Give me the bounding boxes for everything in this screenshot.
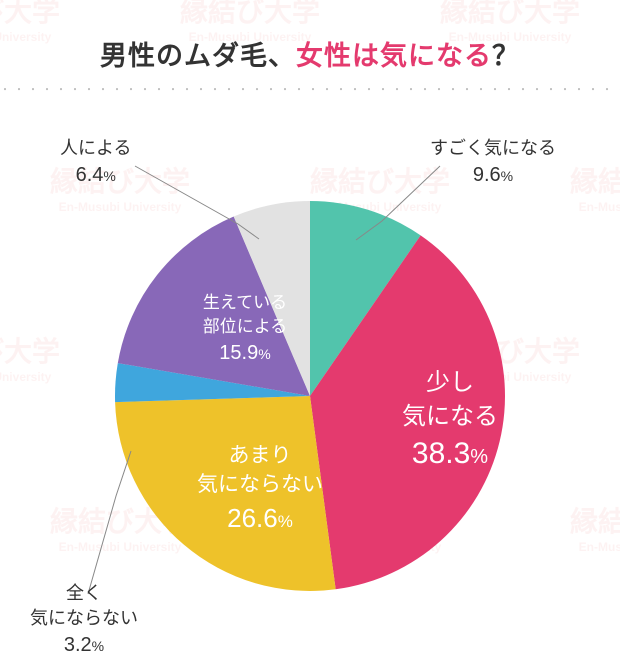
title-divider: ・・・・・・・・・・・・・・・・・・・・・・・・・・・・・・・・・・・・・・・・… — [0, 81, 620, 96]
pie-slice — [115, 396, 336, 591]
leader-line — [88, 451, 131, 594]
chart-title: 男性のムダ毛、女性は気になる？ — [0, 0, 620, 73]
title-part1: 男性のムダ毛、 — [100, 41, 296, 71]
title-part3: ？ — [492, 41, 520, 71]
title-accent: 女性は気になる — [296, 41, 492, 71]
pie-chart: すごく気になる9.6%少し気になる38.3%あまり気にならない26.6%全く気に… — [0, 96, 620, 656]
pie-svg — [0, 96, 620, 656]
